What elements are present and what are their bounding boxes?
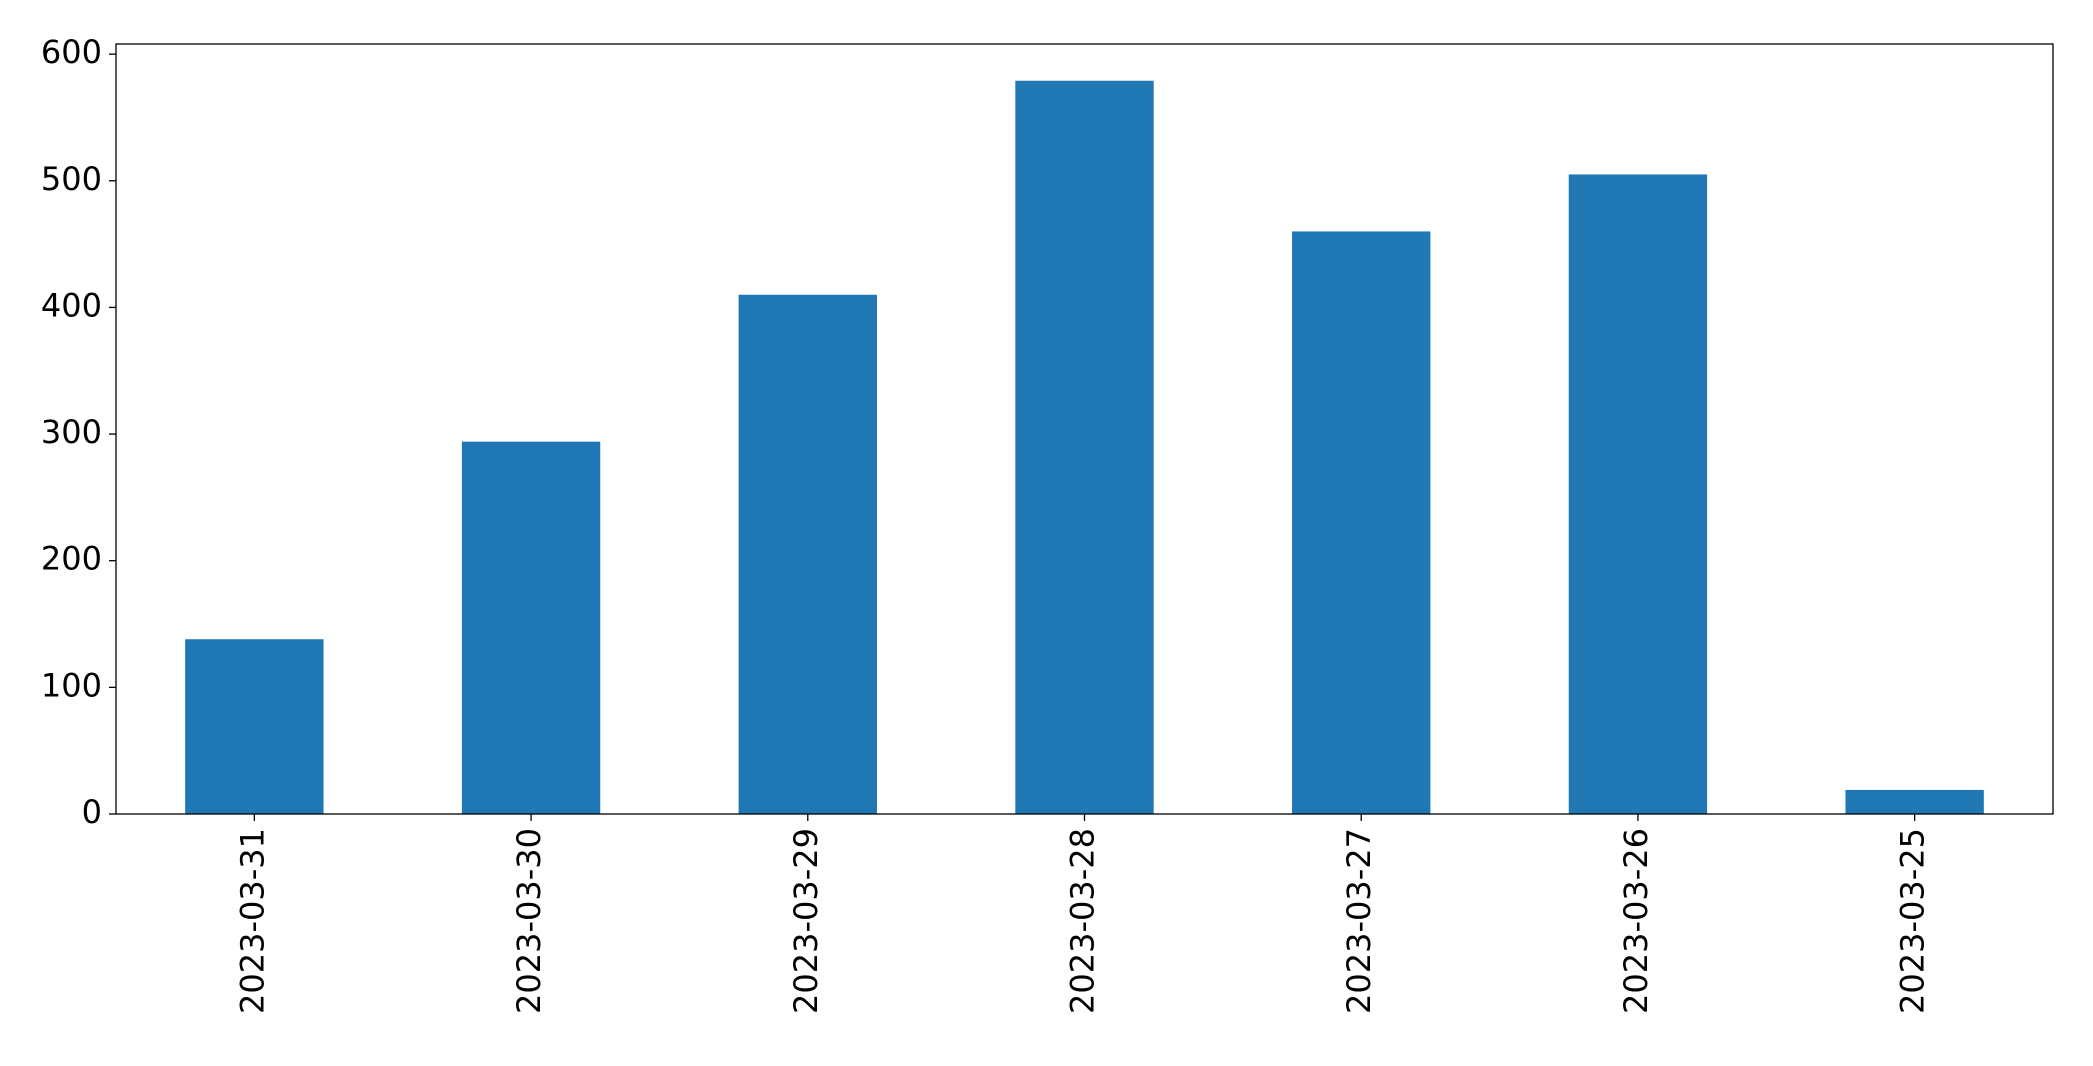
bar [185,639,324,814]
bar [738,294,877,814]
x-tick-label: 2023-03-29 [787,828,825,1014]
y-tick-label: 300 [41,413,102,451]
plot-frame [115,43,2054,815]
y-tick-label: 600 [41,33,102,71]
bar [1845,789,1984,814]
x-tick-label: 2023-03-28 [1064,828,1102,1014]
y-tick-label: 400 [41,286,102,324]
x-tick-label: 2023-03-25 [1894,828,1932,1014]
bar [461,441,601,814]
y-tick-label: 500 [41,160,102,198]
y-tick-label: 200 [41,540,102,578]
y-tick-label: 100 [41,666,102,704]
x-tick-label: 2023-03-26 [1617,828,1655,1014]
x-tick-label: 2023-03-30 [510,828,548,1014]
x-tick-label: 2023-03-27 [1340,828,1378,1014]
bar [1568,174,1708,814]
x-tick-label: 2023-03-31 [233,828,271,1014]
y-tick-label: 0 [82,793,102,831]
bar [1015,80,1154,814]
bar [1292,231,1431,814]
